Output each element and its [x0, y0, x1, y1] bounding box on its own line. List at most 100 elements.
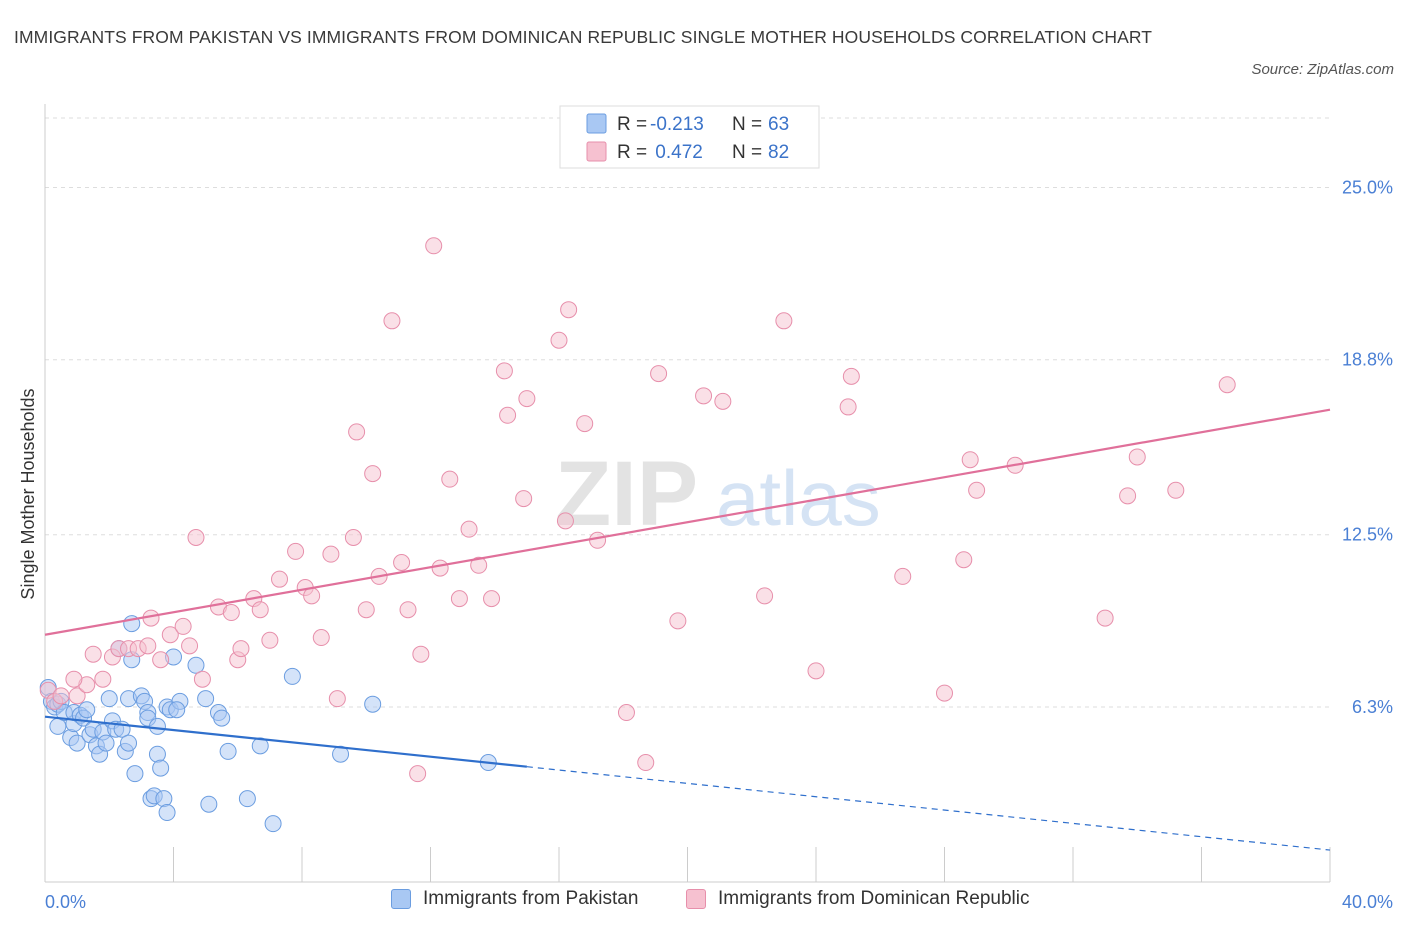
y-tick-label: 12.5%: [1342, 525, 1393, 545]
data-point-dominican: [322, 545, 340, 563]
y-tick-label: 6.3%: [1352, 697, 1393, 717]
legend-swatch-dominican: [686, 889, 706, 909]
data-point-dominican: [1119, 487, 1137, 505]
grid-lines: [45, 117, 1330, 708]
data-point-dominican: [357, 601, 375, 619]
data-point-dominican: [152, 651, 170, 669]
source-label: Source: ZipAtlas.com: [1251, 61, 1394, 78]
data-point-dominican: [431, 559, 449, 577]
data-point-pakistan: [68, 734, 86, 752]
series-dominican-points: [39, 237, 1236, 783]
data-point-dominican: [1128, 448, 1146, 466]
data-point-dominican: [425, 237, 443, 255]
data-point-dominican: [515, 490, 533, 508]
data-point-dominican: [251, 601, 269, 619]
chart-title: IMMIGRANTS FROM PAKISTAN VS IMMIGRANTS F…: [14, 27, 1153, 47]
bottom-legend-item-pakistan[interactable]: Immigrants from Pakistan: [391, 888, 638, 910]
data-point-dominican: [412, 645, 430, 663]
legend-r-value: -0.213: [650, 114, 704, 135]
bottom-legend-label: Immigrants from Pakistan: [423, 888, 639, 909]
data-point-pakistan: [168, 701, 186, 719]
data-point-dominican: [470, 556, 488, 574]
data-point-dominican: [589, 531, 607, 549]
data-point-pakistan: [148, 717, 166, 735]
data-point-pakistan: [364, 695, 382, 713]
data-point-dominican: [271, 570, 289, 588]
data-point-pakistan: [187, 656, 205, 674]
data-point-pakistan: [126, 765, 144, 783]
data-point-pakistan: [78, 701, 96, 719]
legend-n-label: N =: [732, 142, 762, 163]
data-point-dominican: [68, 687, 86, 705]
data-point-dominican: [261, 631, 279, 649]
data-point-pakistan: [97, 734, 115, 752]
data-point-dominican: [348, 423, 366, 441]
data-point-dominican: [409, 765, 427, 783]
trend-lines: [44, 408, 1331, 851]
legend-r-label: R =: [617, 142, 647, 163]
data-point-dominican: [52, 687, 70, 705]
data-point-pakistan: [120, 734, 138, 752]
data-point-dominican: [287, 542, 305, 560]
data-point-dominican: [1167, 481, 1185, 499]
y-axis-title: Single Mother Households: [18, 388, 38, 599]
data-point-dominican: [936, 684, 953, 702]
data-point-dominican: [839, 398, 857, 416]
axes: [44, 104, 1331, 883]
x-tick-label: 40.0%: [1342, 892, 1393, 912]
data-point-pakistan: [100, 690, 118, 708]
bottom-legend-label: Immigrants from Dominican Republic: [718, 888, 1030, 909]
data-point-dominican: [1096, 609, 1114, 627]
data-point-dominican: [695, 387, 713, 405]
data-point-dominican: [174, 617, 192, 635]
data-point-pakistan: [158, 804, 176, 822]
watermark-zip: ZIP: [555, 443, 698, 545]
trend-line-pakistan: [44, 715, 527, 768]
data-point-dominican: [955, 551, 973, 569]
data-point-dominican: [1218, 376, 1236, 394]
data-point-dominican: [968, 481, 986, 499]
trend-line-dominican: [44, 408, 1331, 636]
data-point-dominican: [94, 670, 112, 688]
data-point-dominican: [84, 645, 102, 663]
legend-swatch-dominican: [586, 141, 607, 162]
data-point-dominican: [161, 626, 179, 644]
data-point-dominican: [328, 690, 346, 708]
legend-swatch-pakistan: [391, 889, 411, 909]
y-tick-label: 25.0%: [1342, 177, 1393, 197]
data-point-pakistan: [332, 745, 350, 763]
data-point-pakistan: [213, 709, 231, 727]
data-point-dominican: [756, 587, 774, 605]
data-point-dominican: [303, 587, 321, 605]
data-point-dominican: [499, 406, 517, 424]
data-point-pakistan: [152, 759, 170, 777]
data-point-pakistan: [264, 815, 282, 833]
data-point-dominican: [399, 601, 417, 619]
x-tick-labels: 0.0% 40.0%: [45, 892, 1393, 912]
legend-r-label: R =: [617, 114, 647, 135]
data-point-dominican: [550, 331, 568, 349]
data-point-dominican: [637, 754, 655, 772]
legend-n-value: 82: [768, 142, 789, 163]
data-point-dominican: [842, 367, 860, 385]
bottom-legend-item-dominican[interactable]: Immigrants from Dominican Republic: [686, 888, 1030, 910]
trend-line-dashed-pakistan: [526, 766, 1331, 851]
data-point-dominican: [139, 637, 157, 655]
y-tick-labels: 6.3% 12.5% 18.8% 25.0%: [1342, 177, 1393, 717]
data-point-dominican: [650, 365, 668, 383]
bottom-legend: Immigrants from Pakistan Immigrants from…: [0, 888, 1406, 918]
data-point-dominican: [807, 662, 825, 680]
data-point-dominican: [483, 590, 501, 608]
data-point-pakistan: [238, 790, 256, 808]
data-point-dominican: [714, 392, 732, 410]
data-point-dominican: [364, 465, 382, 483]
data-point-dominican: [460, 520, 478, 538]
data-point-dominican: [495, 362, 513, 380]
data-point-pakistan: [219, 742, 237, 760]
data-point-dominican: [441, 470, 459, 488]
data-point-dominican: [560, 301, 578, 319]
data-point-pakistan: [200, 795, 218, 813]
data-point-dominican: [232, 640, 250, 658]
data-point-dominican: [393, 554, 411, 572]
